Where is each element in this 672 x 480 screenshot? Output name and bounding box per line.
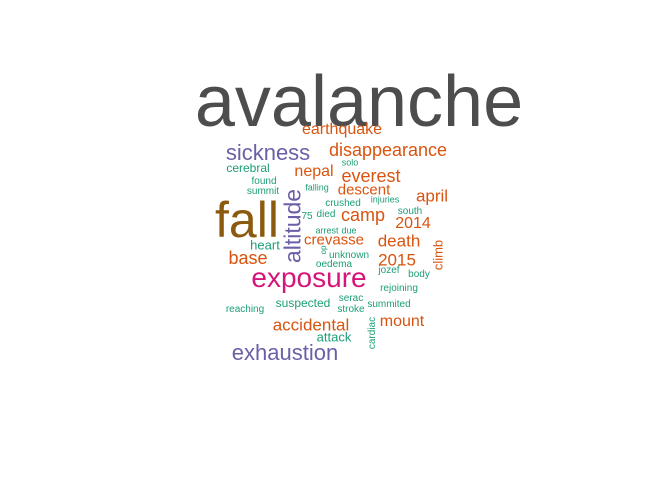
word-cardiac: cardiac	[367, 316, 378, 350]
word-base: base	[228, 248, 268, 268]
word-attack: attack	[316, 329, 352, 345]
word-summit: summit	[246, 186, 280, 197]
word-avalanche: avalanche	[194, 62, 524, 142]
word-mount: mount	[379, 313, 425, 330]
word-climb: climb	[430, 239, 446, 271]
word-stroke: stroke	[337, 304, 365, 315]
word-serac: serac	[338, 293, 364, 304]
word-suspected: suspected	[275, 296, 331, 310]
word-reaching: reaching	[225, 304, 265, 315]
word-earthquake: earthquake	[301, 121, 383, 138]
word-falling: falling	[305, 182, 329, 193]
word-descent: descent	[337, 181, 391, 199]
word-rejoining: rejoining	[380, 283, 418, 294]
word-unknown: unknown	[328, 250, 370, 261]
word-april: april	[415, 186, 449, 206]
word-camp: camp	[340, 205, 386, 225]
word-crushed: crushed	[325, 198, 361, 209]
word-2014: 2014	[395, 215, 431, 232]
word-accidental: accidental	[272, 315, 350, 335]
word-summited: summited	[367, 299, 411, 310]
word-altitude: altitude	[279, 188, 306, 264]
word-disappearance: disappearance	[328, 140, 448, 160]
word-oedema: oedema	[315, 259, 353, 270]
word-fall: fall	[215, 192, 279, 248]
word-75: 75	[301, 211, 313, 222]
word-arrest: arrest	[315, 225, 339, 236]
word-body: body	[408, 269, 430, 280]
word-everest: everest	[341, 166, 401, 186]
word-exposure: exposure	[251, 262, 367, 293]
word-found: found	[251, 176, 277, 187]
word-op: op	[319, 245, 328, 255]
word-solo: solo	[341, 157, 359, 168]
word-due: due	[341, 225, 357, 236]
word-heart: heart	[250, 237, 280, 253]
word-nepal: nepal	[294, 163, 334, 180]
word-died: died	[316, 209, 336, 220]
word-injuries: injuries	[370, 194, 400, 205]
word-exhaustion: exhaustion	[231, 340, 339, 365]
word-sickness: sickness	[225, 140, 311, 165]
word-south: south	[397, 206, 423, 217]
word-2015: 2015	[378, 250, 416, 270]
word-jozef: jozef	[378, 265, 400, 276]
word-crevasse: crevasse	[303, 231, 365, 249]
word-death: death	[377, 231, 421, 251]
word-cerebral: cerebral	[226, 161, 270, 175]
